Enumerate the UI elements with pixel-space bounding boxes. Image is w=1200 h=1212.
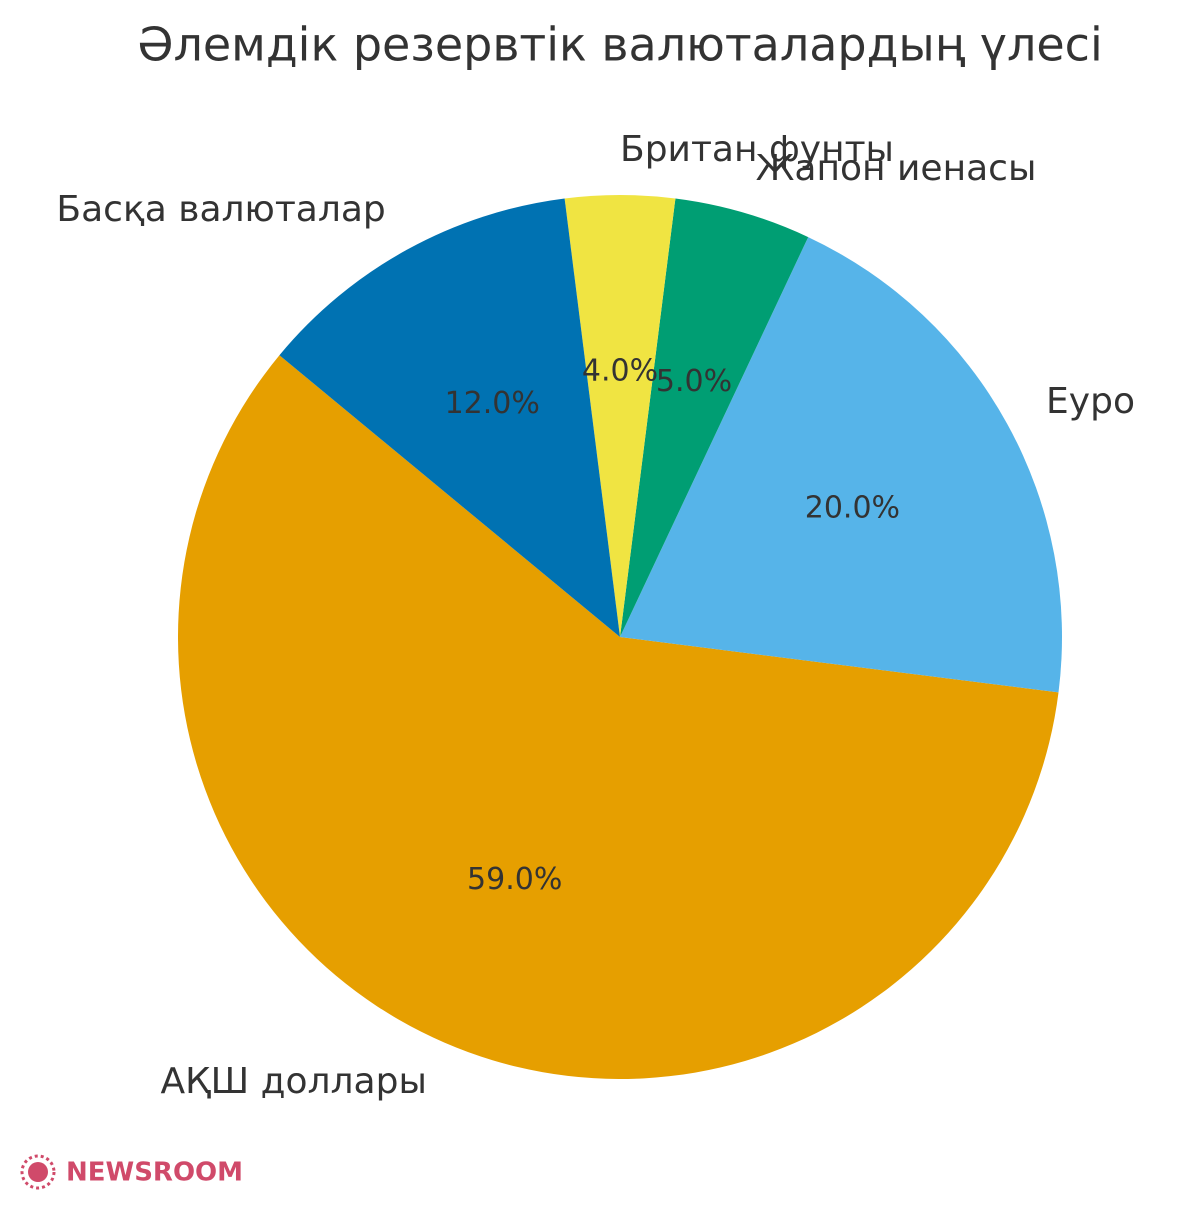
logo-dot: [28, 1162, 48, 1182]
watermark: NEWSROOM: [66, 1158, 243, 1188]
watermark-logo: NEWSROOM: [20, 1154, 243, 1190]
value-label: 20.0%: [805, 491, 900, 526]
value-label: 12.0%: [445, 386, 540, 421]
chart-title: Әлемдік резервтік валюталардың үлесі: [137, 18, 1102, 72]
pie-slice: [177, 355, 1059, 1080]
value-label: 5.0%: [656, 364, 732, 399]
pie-slice: [620, 198, 809, 638]
slice-label: Басқа валюталар: [56, 189, 385, 230]
slice-label: Британ фунты: [620, 129, 894, 170]
pie-slice: [620, 237, 1062, 693]
value-label: 59.0%: [467, 862, 562, 897]
pie-slice: [564, 194, 676, 637]
logo-ring: [20, 1154, 56, 1190]
slice-label: Жапон иенасы: [756, 148, 1037, 189]
value-label: 4.0%: [582, 353, 658, 388]
slice-label: АҚШ доллары: [161, 1061, 427, 1102]
slice-label: Еуро: [1046, 381, 1135, 422]
pie-slice: [279, 198, 620, 638]
